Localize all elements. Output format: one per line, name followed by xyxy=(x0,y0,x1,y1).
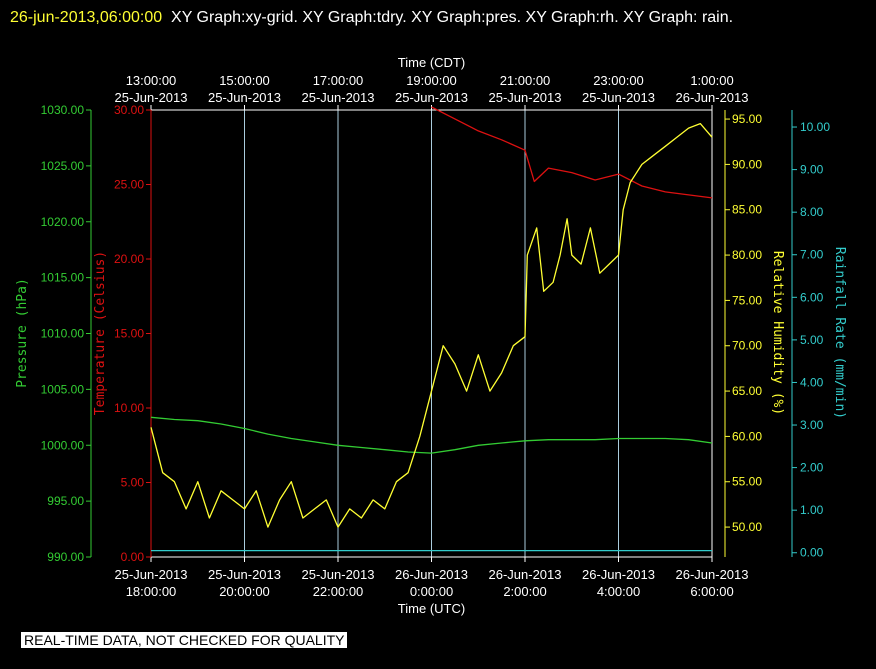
rain-tick-label: 2.00 xyxy=(800,461,824,475)
humidity-tick-label: 90.00 xyxy=(732,157,762,171)
pressure-tick-label: 1005.00 xyxy=(41,382,85,396)
temperature-tick-label: 15.00 xyxy=(114,327,144,341)
pressure-tick-label: 995.00 xyxy=(47,494,84,508)
pressure-tick-label: 1015.00 xyxy=(41,271,85,285)
x-tick-label-top-time: 15:00:00 xyxy=(219,73,270,88)
x-tick-label-top-date: 25-Jun-2013 xyxy=(489,90,562,105)
x-tick-label-bottom-date: 26-Jun-2013 xyxy=(489,567,562,582)
series-line-tdry xyxy=(431,106,713,199)
x-axis-title-top: Time (CDT) xyxy=(398,55,465,70)
header-title: 26-jun-2013,06:00:00 XY Graph:xy-grid. X… xyxy=(10,2,870,33)
x-tick-label-bottom-time: 2:00:00 xyxy=(503,584,546,599)
x-tick-label-top-date: 25-Jun-2013 xyxy=(115,90,188,105)
x-tick-label-top-time: 17:00:00 xyxy=(313,73,364,88)
humidity-tick-label: 55.00 xyxy=(732,475,762,489)
series-line-rh xyxy=(150,122,713,528)
humidity-tick-label: 80.00 xyxy=(732,248,762,262)
x-tick-label-top-time: 23:00:00 xyxy=(593,73,644,88)
humidity-tick-label: 70.00 xyxy=(732,339,762,353)
x-tick-label-bottom-time: 20:00:00 xyxy=(219,584,270,599)
x-tick-label-top-date: 25-Jun-2013 xyxy=(582,90,655,105)
x-tick-label-bottom-date: 26-Jun-2013 xyxy=(582,567,655,582)
rain-tick-label: 7.00 xyxy=(800,248,824,262)
x-tick-label-top-time: 1:00:00 xyxy=(690,73,733,88)
rain-tick-label: 6.00 xyxy=(800,290,824,304)
x-tick-label-top-date: 25-Jun-2013 xyxy=(395,90,468,105)
quality-notice: REAL-TIME DATA, NOT CHECKED FOR QUALITY xyxy=(21,632,348,648)
x-tick-label-top-time: 19:00:00 xyxy=(406,73,457,88)
x-tick-label-bottom-time: 22:00:00 xyxy=(313,584,364,599)
x-tick-label-bottom-date: 25-Jun-2013 xyxy=(302,567,375,582)
pressure-tick-label: 1000.00 xyxy=(41,438,85,452)
temperature-tick-label: 20.00 xyxy=(114,252,144,266)
humidity-axis-title: Relative Humidity (%) xyxy=(770,251,785,415)
x-tick-label-bottom-time: 6:00:00 xyxy=(690,584,733,599)
rain-tick-label: 1.00 xyxy=(800,503,824,517)
x-tick-label-bottom-date: 26-Jun-2013 xyxy=(676,567,749,582)
humidity-tick-label: 85.00 xyxy=(732,203,762,217)
x-tick-label-bottom-date: 25-Jun-2013 xyxy=(115,567,188,582)
pressure-tick-label: 1020.00 xyxy=(41,215,85,229)
x-tick-label-top-date: 25-Jun-2013 xyxy=(208,90,281,105)
header-timestamp: 26-jun-2013,06:00:00 xyxy=(10,9,163,26)
series-line-pres xyxy=(150,416,713,454)
humidity-tick-label: 65.00 xyxy=(732,384,762,398)
rain-tick-label: 9.00 xyxy=(800,163,824,177)
humidity-tick-label: 50.00 xyxy=(732,520,762,534)
x-tick-label-bottom-time: 0:00:00 xyxy=(410,584,453,599)
temperature-axis-title: Temperature (Celsius) xyxy=(93,251,108,415)
x-tick-label-bottom-time: 18:00:00 xyxy=(126,584,177,599)
humidity-tick-label: 75.00 xyxy=(732,293,762,307)
x-tick-label-bottom-date: 25-Jun-2013 xyxy=(208,567,281,582)
x-tick-label-bottom-time: 4:00:00 xyxy=(597,584,640,599)
rain-tick-label: 10.00 xyxy=(800,120,830,134)
x-tick-label-top-date: 25-Jun-2013 xyxy=(302,90,375,105)
temperature-tick-label: 25.00 xyxy=(114,178,144,192)
rain-tick-label: 0.00 xyxy=(800,546,824,560)
x-tick-label-top-time: 21:00:00 xyxy=(500,73,551,88)
pressure-tick-label: 990.00 xyxy=(47,550,84,564)
pressure-tick-label: 1010.00 xyxy=(41,327,85,341)
x-tick-label-top-time: 13:00:00 xyxy=(126,73,177,88)
header-graph-list: XY Graph:xy-grid. XY Graph:tdry. XY Grap… xyxy=(171,9,734,26)
temperature-tick-label: 5.00 xyxy=(121,476,145,490)
pressure-tick-label: 1030.00 xyxy=(41,103,85,117)
humidity-tick-label: 95.00 xyxy=(732,112,762,126)
pressure-axis-title: Pressure (hPa) xyxy=(15,278,30,388)
rain-tick-label: 8.00 xyxy=(800,205,824,219)
pressure-tick-label: 1025.00 xyxy=(41,159,85,173)
rain-tick-label: 5.00 xyxy=(800,333,824,347)
rain-tick-label: 3.00 xyxy=(800,418,824,432)
x-tick-label-bottom-date: 26-Jun-2013 xyxy=(395,567,468,582)
x-axis-title-bottom: Time (UTC) xyxy=(398,601,465,616)
rain-axis-title: Rainfall Rate (mm/min) xyxy=(832,247,847,419)
rain-tick-label: 4.00 xyxy=(800,375,824,389)
temperature-tick-label: 0.00 xyxy=(121,550,145,564)
humidity-tick-label: 60.00 xyxy=(732,429,762,443)
temperature-tick-label: 10.00 xyxy=(114,401,144,415)
temperature-tick-label: 30.00 xyxy=(114,103,144,117)
x-tick-label-top-date: 26-Jun-2013 xyxy=(676,90,749,105)
